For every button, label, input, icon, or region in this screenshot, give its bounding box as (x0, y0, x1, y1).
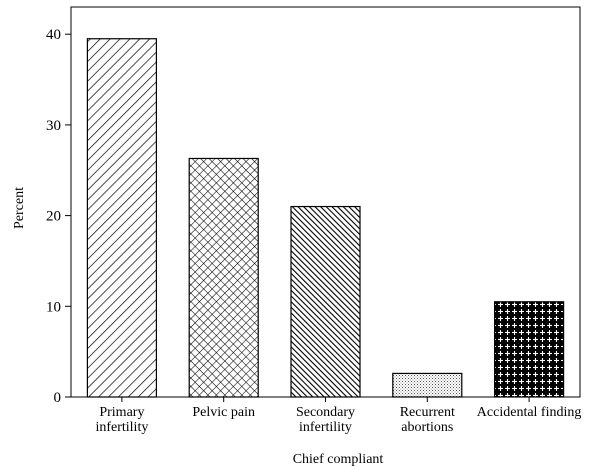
bar (392, 372, 463, 398)
bar (86, 38, 158, 398)
bar (188, 157, 259, 398)
x-axis-label: Chief compliant (293, 452, 384, 467)
bar (290, 205, 361, 398)
y-tick-label: 30 (46, 118, 61, 134)
x-tick-label: Secondary (296, 405, 355, 420)
y-axis: 0 10 20 30 40 (46, 27, 71, 406)
x-tick-label: infertility (299, 420, 352, 435)
bars (86, 38, 565, 398)
y-tick-label: 40 (46, 27, 61, 43)
y-axis-label: Percent (12, 187, 27, 229)
x-tick-label: Recurrent (400, 405, 455, 420)
bar (494, 301, 565, 398)
x-tick-label: infertility (95, 420, 148, 435)
y-tick-label: 20 (46, 209, 61, 225)
y-tick-label: 10 (46, 299, 61, 315)
x-tick-label: abortions (401, 420, 453, 435)
x-tick-label: Pelvic pain (192, 405, 255, 420)
x-tick-label: Accidental finding (477, 405, 582, 420)
x-tick-label: Primary (99, 405, 144, 420)
y-tick-label: 0 (54, 390, 62, 406)
